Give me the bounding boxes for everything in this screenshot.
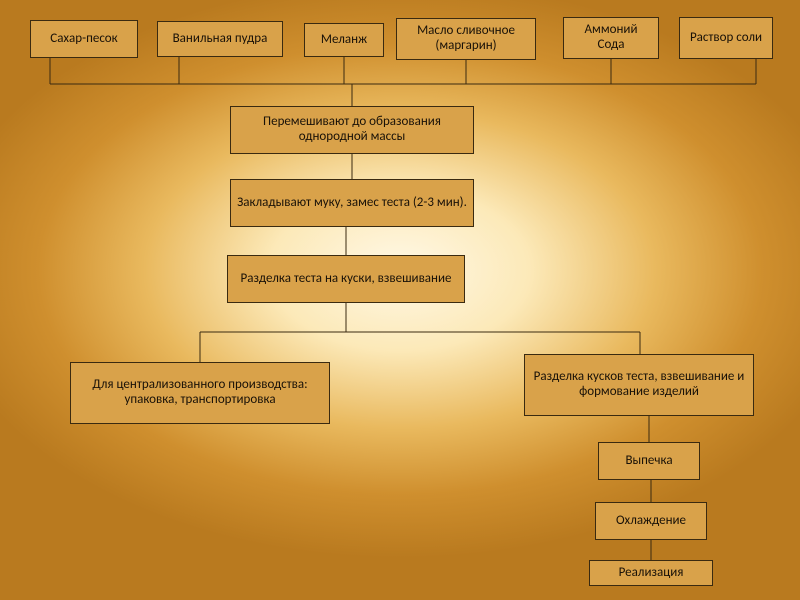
node-label: Ванильная пудра <box>173 32 268 47</box>
node-label: Разделка теста на куски, взвешивание <box>241 272 452 287</box>
node-form: Разделка кусков теста, взвешивание и фор… <box>524 354 754 416</box>
node-label: Раствор соли <box>690 31 762 46</box>
node-label: Масло сливочное (маргарин) <box>403 24 529 54</box>
flowchart-stage: Сахар-песок Ванильная пудра Меланж Масло сл… <box>0 0 800 600</box>
node-butter: Масло сливочное (маргарин) <box>396 18 536 60</box>
node-label: Сахар-песок <box>50 32 117 47</box>
node-label: Выпечка <box>625 454 672 469</box>
node-bake: Выпечка <box>598 442 700 480</box>
node-label: Закладывают муку, замес теста (2-3 мин). <box>237 196 467 211</box>
node-cool: Охлаждение <box>595 502 707 540</box>
node-sugar: Сахар-песок <box>30 20 138 58</box>
node-label: Аммоний Сода <box>570 23 652 53</box>
node-melange: Меланж <box>304 23 384 57</box>
node-label: Реализация <box>619 566 684 581</box>
node-cut: Разделка теста на куски, взвешивание <box>227 255 465 303</box>
node-mix: Перемешивают до образования однородной м… <box>230 106 474 154</box>
node-label: Меланж <box>321 33 367 48</box>
node-label: Охлаждение <box>616 514 686 529</box>
node-flour: Закладывают муку, замес теста (2-3 мин). <box>230 179 474 227</box>
node-ammonia: Аммоний Сода <box>563 17 659 59</box>
node-label: Для централизованного производства: упак… <box>77 378 323 408</box>
node-label: Разделка кусков теста, взвешивание и фор… <box>531 370 747 400</box>
node-vanilla: Ванильная пудра <box>157 21 283 57</box>
node-pack: Для централизованного производства: упак… <box>70 362 330 424</box>
node-label: Перемешивают до образования однородной м… <box>237 115 467 145</box>
node-sell: Реализация <box>589 560 713 586</box>
node-salt: Раствор соли <box>679 17 773 59</box>
